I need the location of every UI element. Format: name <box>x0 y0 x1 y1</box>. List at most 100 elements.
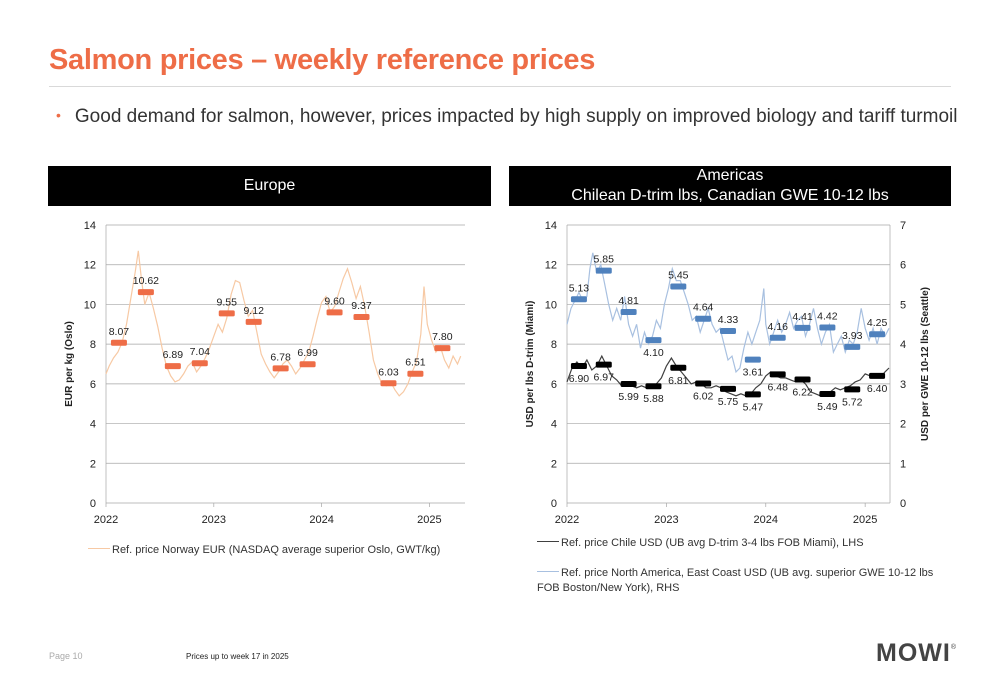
title-divider <box>49 86 951 87</box>
na-legend-label: Ref. price North America, East Coast USD… <box>537 567 934 594</box>
chile-average-label: 5.88 <box>643 393 664 405</box>
chile-average-label: 6.22 <box>792 386 813 398</box>
y-tick-label: 12 <box>545 260 557 272</box>
y-tick-label: 12 <box>84 260 96 272</box>
europe-average-label: 6.89 <box>163 349 184 361</box>
y2-tick-label: 4 <box>900 339 906 351</box>
x-tick-label: 2022 <box>555 514 579 526</box>
x-tick-label: 2024 <box>309 514 333 526</box>
europe-average-label: 7.04 <box>190 346 211 358</box>
x-tick-label: 2025 <box>417 514 441 526</box>
europe-average-marker <box>434 345 451 352</box>
chile-average-marker <box>769 371 786 378</box>
europe-legend-label: Ref. price Norway EUR (NASDAQ average su… <box>112 544 441 556</box>
chile-average-marker <box>645 383 662 390</box>
na-average-label: 4.81 <box>618 295 639 307</box>
na-average-label: 5.13 <box>569 282 590 294</box>
europe-average-marker <box>326 309 343 316</box>
y-tick-label: 4 <box>551 419 557 431</box>
americas-header-line1: Americas <box>696 167 764 184</box>
na-average-label: 4.33 <box>718 314 739 326</box>
na-average-marker <box>869 331 886 338</box>
y-tick-label: 2 <box>551 458 557 470</box>
x-tick-label: 2023 <box>654 514 678 526</box>
na-average-marker <box>570 296 587 303</box>
na-average-marker <box>744 356 761 363</box>
chile-average-label: 6.90 <box>569 373 590 385</box>
europe-average-marker <box>137 289 154 296</box>
europe-average-label: 6.99 <box>297 347 318 359</box>
na-average-marker <box>695 315 712 322</box>
na-average-marker <box>769 334 786 341</box>
y-axis-title: USD per lbs D-trim (Miami) <box>525 301 536 428</box>
chile-average-marker <box>670 364 687 371</box>
mowi-logo: MOWI® <box>876 639 957 668</box>
chile-average-marker <box>720 385 737 392</box>
europe-average-label: 9.37 <box>351 300 372 312</box>
americas-panel-header: Americas Chilean D-trim lbs, Canadian GW… <box>509 166 951 206</box>
y-tick-label: 6 <box>90 379 96 391</box>
y-tick-label: 8 <box>90 339 96 351</box>
na-average-label: 4.25 <box>867 317 888 329</box>
na-price-line <box>566 252 890 374</box>
y2-tick-label: 3 <box>900 379 906 391</box>
europe-average-marker <box>191 360 208 367</box>
chile-average-label: 6.48 <box>767 381 788 393</box>
europe-average-marker <box>164 363 181 370</box>
europe-legend: Ref. price Norway EUR (NASDAQ average su… <box>88 543 440 558</box>
chile-average-marker <box>819 390 836 397</box>
europe-average-marker <box>245 318 262 325</box>
americas-legend-na: Ref. price North America, East Coast USD… <box>537 566 937 596</box>
bullet-dot-icon: • <box>56 107 61 123</box>
y-tick-label: 8 <box>551 339 557 351</box>
americas-header-line2: Chilean D-trim lbs, Canadian GWE 10-12 l… <box>571 187 889 204</box>
x-tick-label: 2025 <box>853 514 877 526</box>
na-average-marker <box>645 337 662 344</box>
na-average-label: 4.42 <box>817 310 838 322</box>
norway-price-line <box>105 250 462 397</box>
y2-tick-label: 1 <box>900 458 906 470</box>
chile-average-marker <box>620 381 637 388</box>
chile-average-label: 6.97 <box>594 372 615 384</box>
na-average-label: 4.16 <box>767 321 788 333</box>
na-average-marker <box>844 343 861 350</box>
europe-average-marker <box>218 310 235 317</box>
logo-mark: ® <box>950 644 957 651</box>
y-tick-label: 14 <box>545 220 557 232</box>
na-average-label: 4.41 <box>792 311 813 323</box>
chile-average-label: 5.47 <box>743 401 764 413</box>
europe-average-label: 6.51 <box>405 357 426 369</box>
chile-average-marker <box>794 376 811 383</box>
europe-header-label: Europe <box>243 177 296 194</box>
y-tick-label: 6 <box>551 379 557 391</box>
europe-average-marker <box>380 380 397 387</box>
x-tick-label: 2024 <box>754 514 778 526</box>
europe-average-label: 6.78 <box>270 351 291 363</box>
y2-tick-label: 2 <box>900 419 906 431</box>
na-average-marker <box>595 267 612 274</box>
x-tick-label: 2022 <box>94 514 118 526</box>
na-average-marker <box>819 324 836 331</box>
x-tick-label: 2023 <box>202 514 226 526</box>
na-average-label: 5.85 <box>594 254 615 266</box>
chile-legend-swatch <box>537 541 559 542</box>
americas-legend-chile: Ref. price Chile USD (UB avg D-trim 3-4 … <box>537 536 864 551</box>
na-average-marker <box>720 328 737 335</box>
europe-average-label: 7.80 <box>432 331 453 343</box>
y-tick-label: 0 <box>551 498 557 510</box>
page-title: Salmon prices – weekly reference prices <box>49 44 596 76</box>
chile-average-label: 6.40 <box>867 383 888 395</box>
europe-average-label: 9.12 <box>243 305 264 317</box>
page-number: Page 10 <box>49 651 83 661</box>
chile-average-marker <box>595 361 612 368</box>
chile-average-marker <box>869 372 886 379</box>
y-axis-title: EUR per kg (Oslo) <box>64 321 75 407</box>
na-average-label: 5.45 <box>668 270 689 282</box>
y-tick-label: 2 <box>90 458 96 470</box>
na-average-label: 3.61 <box>743 367 764 379</box>
na-legend-swatch <box>537 571 559 572</box>
na-average-label: 4.64 <box>693 302 714 314</box>
europe-average-label: 10.62 <box>133 275 159 287</box>
y2-tick-label: 5 <box>900 299 906 311</box>
europe-average-label: 9.55 <box>217 296 238 308</box>
